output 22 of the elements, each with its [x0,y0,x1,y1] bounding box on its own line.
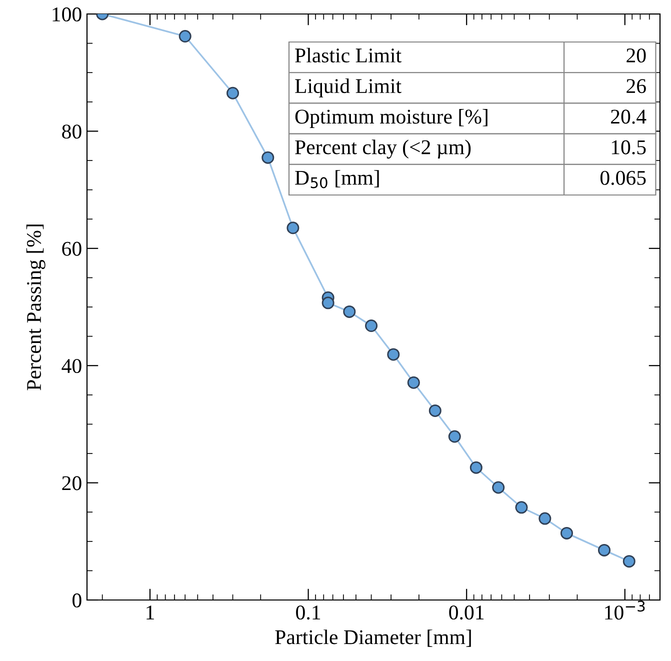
x-tick-label: 10$^{−3}$ [605,600,645,620]
annotation: 20.4 [611,110,646,124]
y-tick-label: 100 [52,7,82,22]
annotation: Liquid Limit [295,78,402,98]
y-axis-title: Percent Passing [%] [26,224,46,390]
annotation: D$_{50}$ [mm] [295,170,379,188]
x-axis-title: Particle Diameter [mm] [275,630,471,647]
annotation: 0.065 [600,170,646,186]
y-tick-label: 20 [62,476,82,490]
y-tick-label: 0 [72,593,82,608]
annotation: 10.5 [612,140,646,154]
annotation: Percent clay (<2 µm) [295,140,471,159]
x-tick-label: 0.1 [296,605,320,620]
y-tick-label: 40 [62,358,82,374]
x-tick-label: 0.01 [449,605,484,620]
annotation: Optimum moisture [%] [295,109,488,128]
x-tick-label: 1 [146,606,154,620]
annotation: 20 [626,48,646,63]
annotation: 26 [626,79,646,94]
y-tick-label: 60 [62,242,82,256]
annotation: Plastic Limit [295,48,402,63]
y-tick-label: 80 [62,124,82,139]
